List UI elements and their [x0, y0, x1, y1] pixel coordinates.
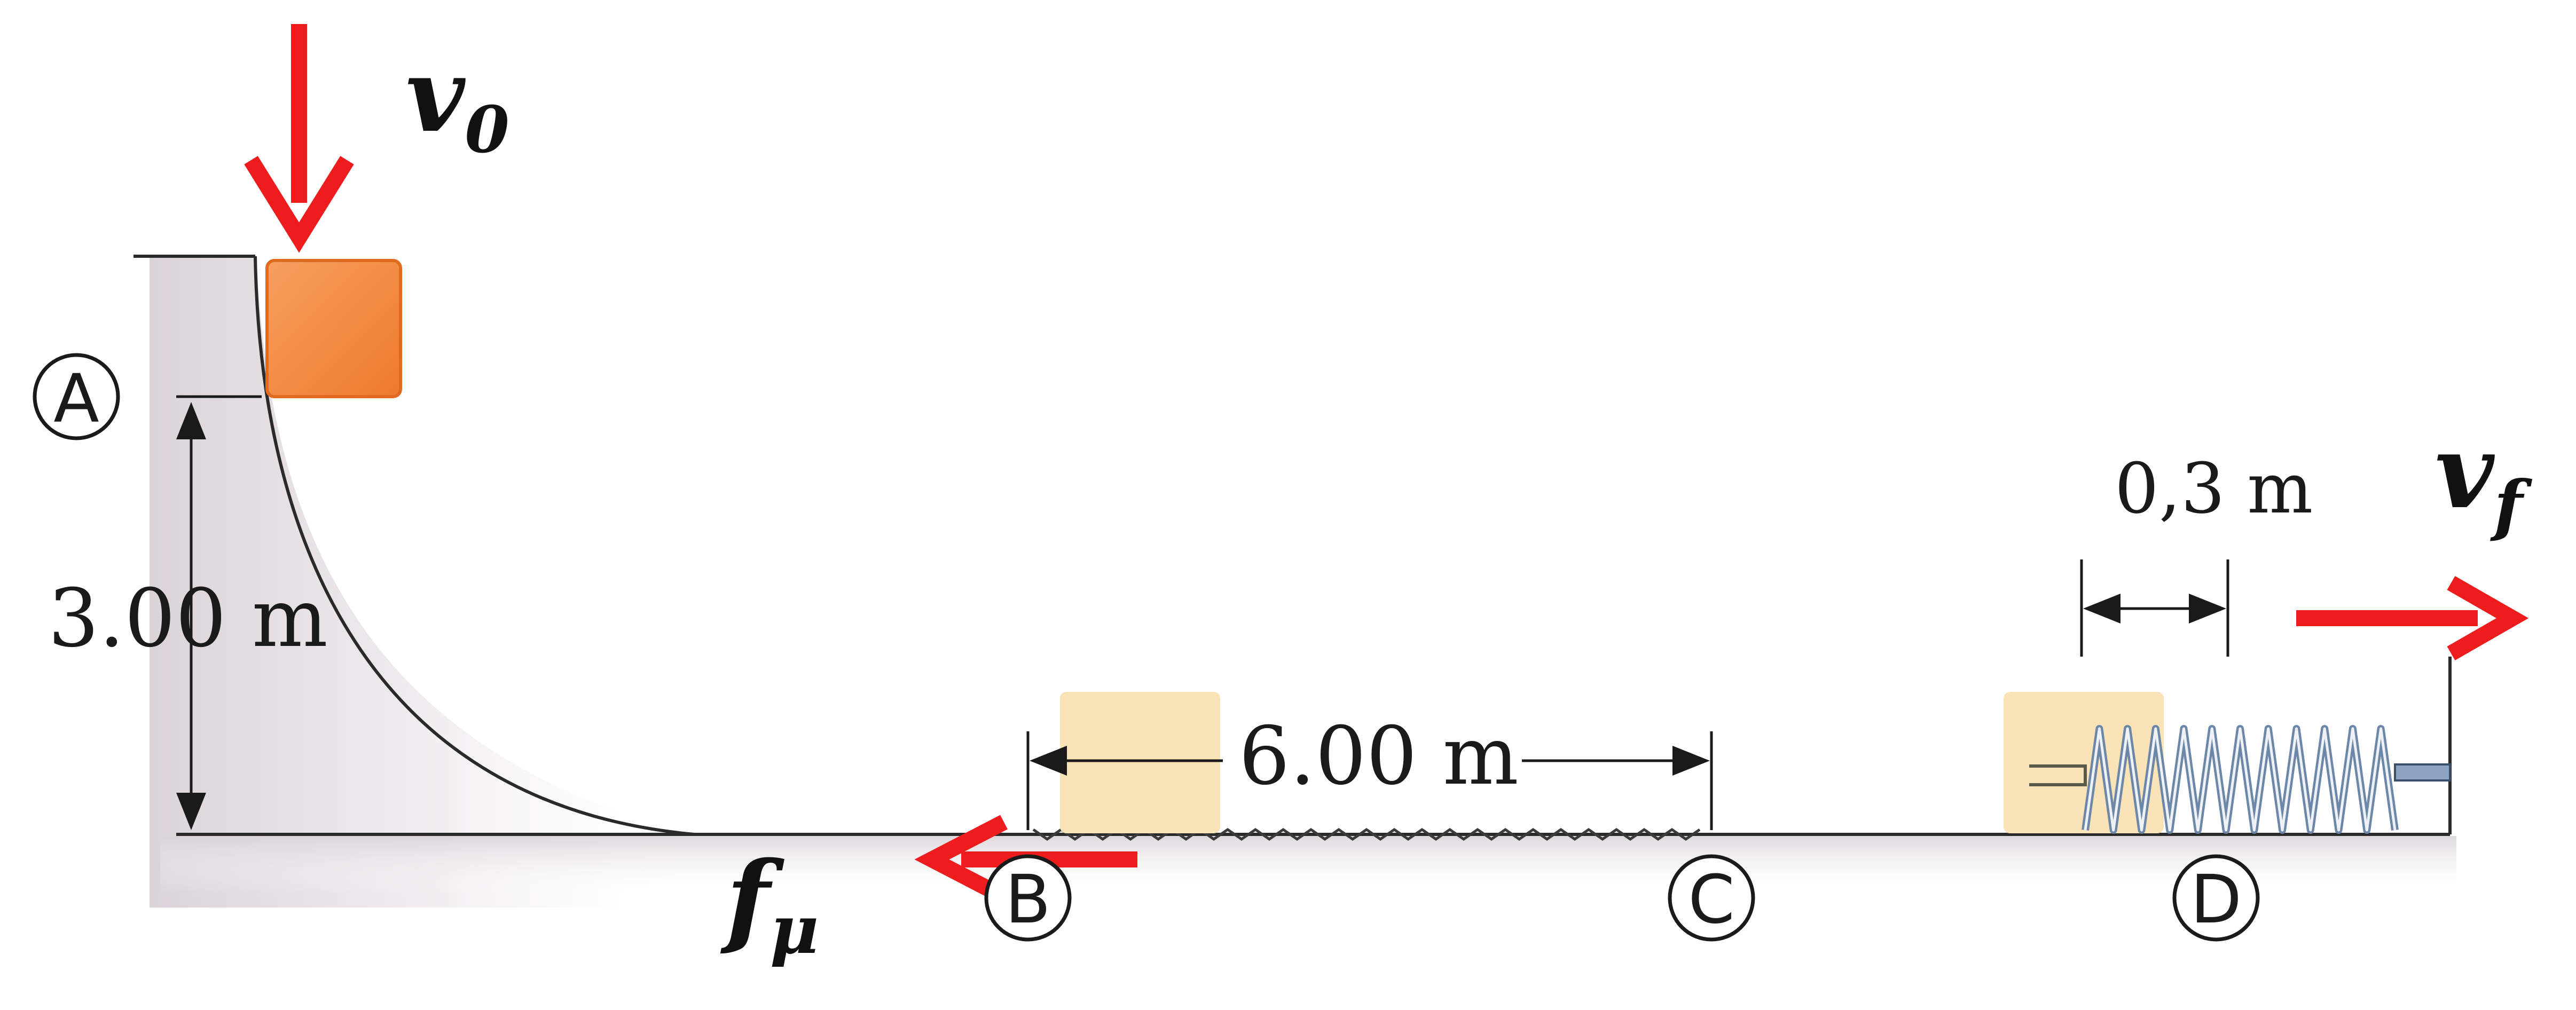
- point-c-marker: C: [1668, 854, 1755, 942]
- friction-label: fμ: [720, 839, 819, 969]
- svg-text:A: A: [53, 360, 99, 438]
- v0-label: v0: [406, 36, 509, 168]
- floor-shadow: [160, 836, 2456, 895]
- svg-text:D: D: [2190, 861, 2242, 938]
- block-top: [265, 259, 402, 398]
- vf-arrow-icon: [2296, 575, 2529, 661]
- svg-text:C: C: [1688, 861, 1734, 938]
- point-b-marker: B: [984, 854, 1072, 942]
- block-ghost-d: [2004, 692, 2164, 833]
- height-label: 3.00 m: [48, 572, 328, 665]
- friction-arrow-icon: [914, 815, 1137, 904]
- block-ghost-b: [1060, 692, 1220, 833]
- point-d-marker: D: [2172, 854, 2260, 942]
- spring-compression-label: 0,3 m: [2115, 448, 2313, 529]
- v0-arrow-icon: [244, 24, 354, 253]
- svg-text:B: B: [1005, 861, 1051, 938]
- spring-icon: [2029, 725, 2451, 834]
- point-a-marker: A: [33, 353, 120, 440]
- rough-length-label: 6.00 m: [1239, 710, 1519, 803]
- ramp-curve: [254, 256, 695, 836]
- ramp-shadow: [150, 256, 694, 908]
- vf-label: vf: [2435, 412, 2532, 545]
